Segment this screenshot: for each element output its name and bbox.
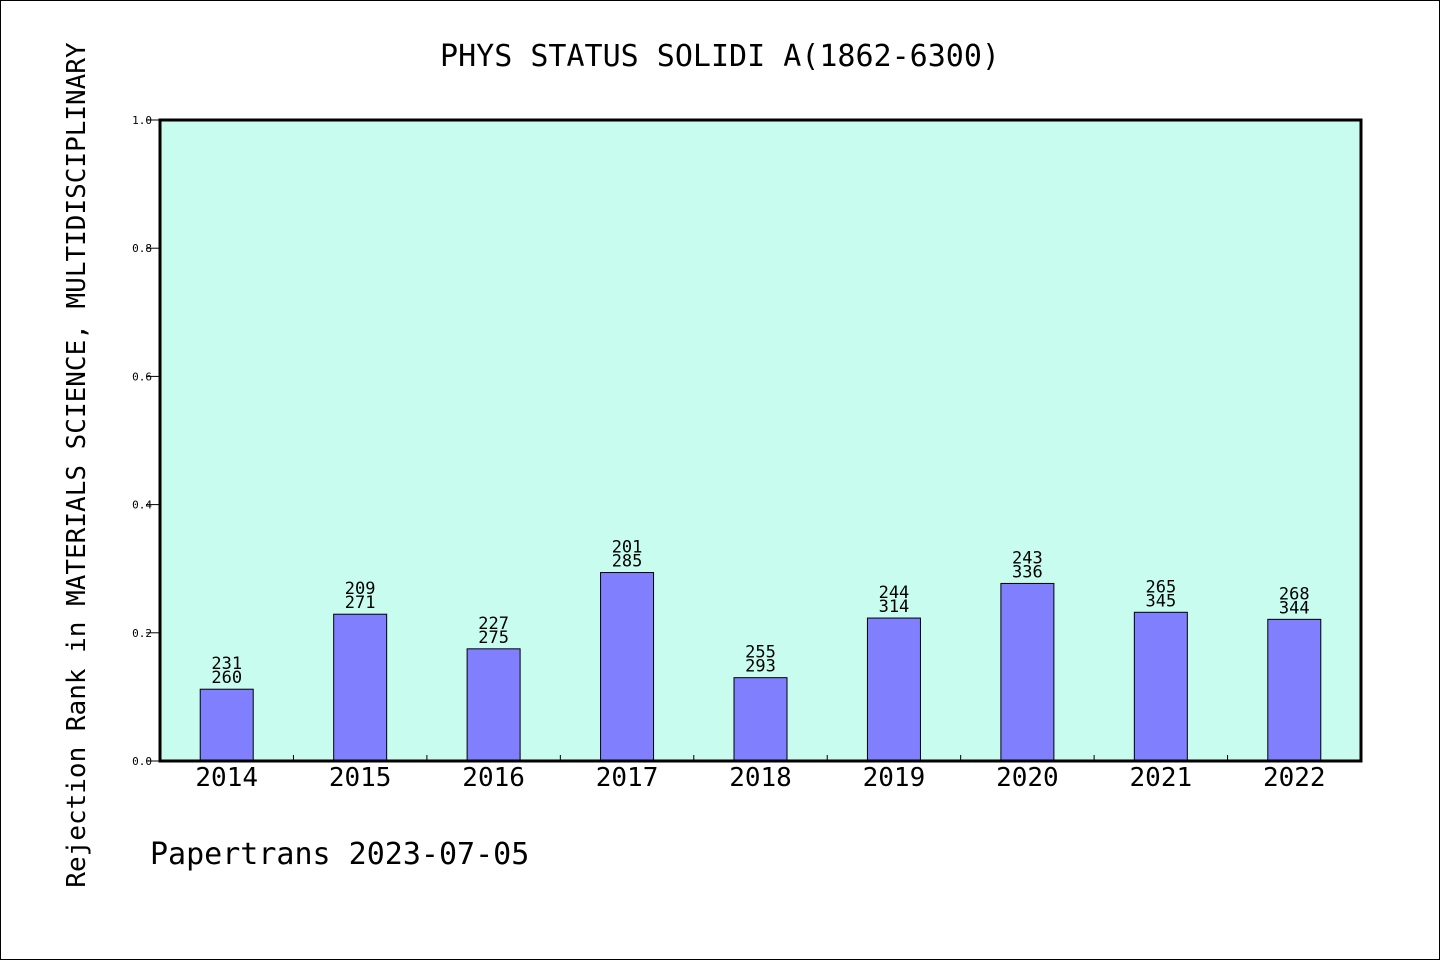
bar-annotation-bottom: 275 (478, 628, 509, 648)
bar-2020 (1000, 582, 1055, 762)
y-tick-label: 0.6 (132, 370, 152, 383)
x-tick-label: 2021 (1130, 763, 1193, 793)
footer-credit: Papertrans 2023-07-05 (150, 837, 529, 872)
bar-annotation-top: 244 (879, 583, 910, 603)
y-tick-label: 0.0 (132, 755, 152, 768)
bar-annotation-top: 255 (745, 643, 776, 663)
x-tick-label: 2016 (462, 763, 525, 793)
x-tick-label: 2015 (329, 763, 392, 793)
bar-2017 (600, 572, 655, 762)
bar-annotation-top: 231 (211, 654, 242, 674)
bar-annotation-bottom: 336 (1012, 562, 1043, 582)
y-tick-label: 1.0 (132, 114, 152, 127)
x-tick-label: 2018 (729, 763, 792, 793)
bar-annotation-bottom: 271 (345, 593, 376, 613)
bar-annotation-bottom: 293 (745, 657, 776, 677)
bar-annotation-bottom: 285 (612, 552, 643, 572)
bar-2016 (466, 648, 521, 762)
bar-annotation-bottom: 314 (879, 597, 910, 617)
bar-annotation-top: 265 (1145, 577, 1176, 597)
plot-border (158, 118, 1363, 763)
bar-2022 (1267, 618, 1322, 762)
bar-2014 (199, 688, 254, 762)
x-tick-label: 2020 (996, 763, 1059, 793)
y-tick-label: 0.8 (132, 242, 152, 255)
chart-title: PHYS STATUS SOLIDI A(1862-6300) (440, 39, 1000, 74)
bar-annotation-top: 201 (612, 538, 643, 558)
x-tick-label: 2019 (863, 763, 926, 793)
y-axis-label: Rejection Rank in MATERIALS SCIENCE, MUL… (62, 42, 92, 888)
bar-annotation-top: 243 (1012, 548, 1043, 568)
x-tick-label: 2014 (195, 763, 258, 793)
bar-annotation-top: 209 (345, 579, 376, 599)
bar-annotation-bottom: 344 (1279, 598, 1310, 618)
bar-2021 (1133, 611, 1188, 762)
bar-annotation-top: 268 (1279, 584, 1310, 604)
y-tick-label: 0.4 (132, 499, 152, 512)
bar-annotation-bottom: 345 (1145, 591, 1176, 611)
x-tick-label: 2017 (596, 763, 659, 793)
bar-annotation-bottom: 260 (211, 668, 242, 688)
bar-2018 (733, 677, 788, 762)
y-tick-label: 0.2 (132, 627, 152, 640)
bar-2015 (333, 613, 388, 762)
bar-2019 (866, 617, 921, 762)
x-tick-label: 2022 (1263, 763, 1326, 793)
x-axis-labels: 2014 2015 2016 2017 2018 2019 2020 2021 2022 (195, 755, 1326, 793)
bars: 2312602092712272752012852552932443142433… (199, 538, 1322, 762)
y-axis-ticks: 0.0 0.2 0.4 0.6 0.8 1.0 (132, 114, 159, 768)
bar-annotation-top: 227 (478, 614, 509, 634)
